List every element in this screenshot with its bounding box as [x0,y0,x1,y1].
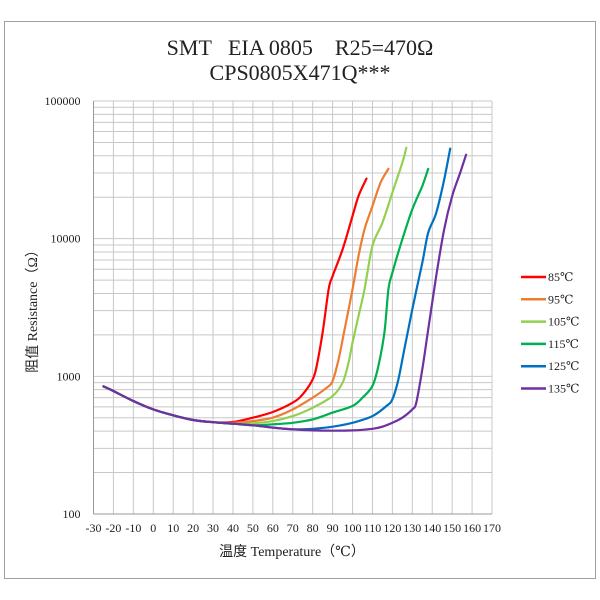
x-tick-label: 100 [344,521,362,535]
x-tick-label: 70 [287,521,299,535]
chart-title: SMT EIA 0805 R25=470Ω [167,35,434,60]
x-tick-label: 90 [327,521,339,535]
x-tick-label: 170 [483,521,501,535]
x-tick-label: 0 [150,521,156,535]
legend-label: 85℃ [548,270,573,284]
x-tick-label: 150 [443,521,461,535]
x-tick-label: -20 [105,521,121,535]
legend-label: 135℃ [548,382,579,396]
x-tick-label: 140 [423,521,441,535]
legend-label: 115℃ [548,337,579,351]
x-tick-label: 80 [307,521,319,535]
x-tick-label: 40 [227,521,239,535]
x-tick-label: -10 [125,521,141,535]
x-tick-labels: -30 -20 -10 0 10 20 30 40 50 60 70 80 90 100 110 120 130… [86,521,502,535]
gridlines [93,100,493,515]
y-tick-label: 100000 [45,94,81,108]
legend-label: 95℃ [548,292,573,306]
legend-item: 105℃ [521,315,579,329]
y-axis-label: 阻值 Resistance（Ω） [25,243,41,373]
legend-item: 135℃ [521,382,579,396]
legend-item: 115℃ [521,337,579,351]
x-tick-label: -30 [86,521,102,535]
x-tick-label: 60 [267,521,279,535]
legend-label: 105℃ [548,315,579,329]
x-tick-label: 10 [167,521,179,535]
series-line-135c [102,153,468,432]
x-tick-label: 120 [383,521,401,535]
legend-item: 95℃ [521,292,573,306]
chart-subtitle: CPS0805X471Q*** [210,60,391,85]
y-tick-label: 10000 [51,232,81,246]
x-tick-label: 30 [207,521,219,535]
legend-label: 125℃ [548,359,579,373]
legend-item: 125℃ [521,359,579,373]
x-axis-label: 温度 Temperature（℃） [219,544,365,560]
series-lines [102,146,468,432]
x-tick-label: 50 [247,521,259,535]
legend-item: 85℃ [521,270,573,284]
y-tick-label: 1000 [57,369,81,383]
y-tick-labels: 100 1000 10000 100000 [45,94,81,521]
x-tick-label: 130 [403,521,421,535]
y-tick-label: 100 [63,507,81,521]
x-tick-label: 160 [463,521,481,535]
legend: 85℃ 95℃ 105℃ 115℃ 125℃ 135℃ [521,270,579,396]
x-tick-label: 20 [187,521,199,535]
x-tick-label: 110 [364,521,382,535]
